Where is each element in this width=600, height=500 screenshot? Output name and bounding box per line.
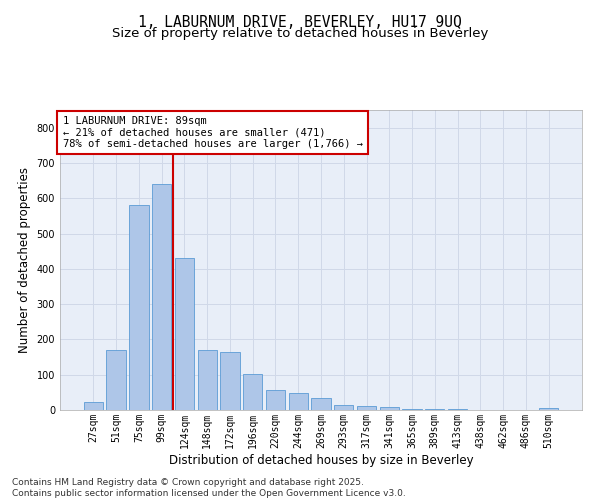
- Bar: [106, 350, 126, 410]
- Y-axis label: Number of detached properties: Number of detached properties: [18, 167, 31, 353]
- Bar: [220, 352, 239, 410]
- Bar: [425, 408, 445, 410]
- Bar: [539, 408, 558, 410]
- Text: Size of property relative to detached houses in Beverley: Size of property relative to detached ho…: [112, 28, 488, 40]
- Bar: [380, 407, 399, 410]
- Bar: [129, 206, 149, 410]
- Bar: [403, 408, 422, 410]
- Text: 1, LABURNUM DRIVE, BEVERLEY, HU17 9UQ: 1, LABURNUM DRIVE, BEVERLEY, HU17 9UQ: [138, 15, 462, 30]
- Bar: [243, 374, 262, 410]
- Bar: [357, 406, 376, 410]
- Bar: [334, 404, 353, 410]
- Bar: [266, 390, 285, 410]
- Text: 1 LABURNUM DRIVE: 89sqm
← 21% of detached houses are smaller (471)
78% of semi-d: 1 LABURNUM DRIVE: 89sqm ← 21% of detache…: [62, 116, 362, 149]
- Bar: [152, 184, 172, 410]
- Text: Contains HM Land Registry data © Crown copyright and database right 2025.
Contai: Contains HM Land Registry data © Crown c…: [12, 478, 406, 498]
- Bar: [175, 258, 194, 410]
- Bar: [311, 398, 331, 410]
- Bar: [197, 350, 217, 410]
- Bar: [289, 393, 308, 410]
- Bar: [84, 402, 103, 410]
- X-axis label: Distribution of detached houses by size in Beverley: Distribution of detached houses by size …: [169, 454, 473, 466]
